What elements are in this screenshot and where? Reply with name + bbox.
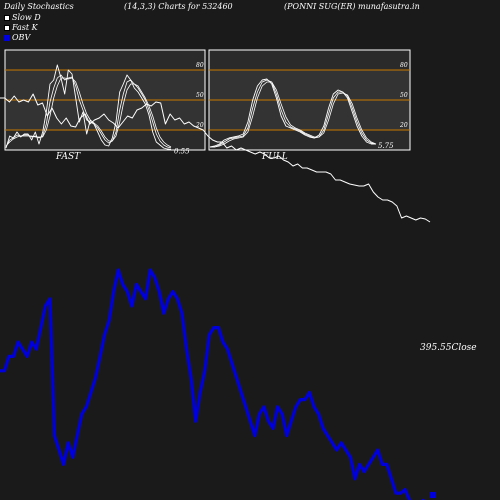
fast-tick-label-20: 20 [195, 122, 204, 129]
full-tick-label-80: 80 [400, 62, 408, 69]
legend-swatch [4, 14, 10, 21]
full-last-value-label: 5.75 [378, 142, 394, 150]
fast-tick-label-80: 80 [196, 62, 204, 69]
obv-end-marker [430, 492, 436, 498]
fast-series-1 [5, 64, 172, 150]
chart-title: Daily Stochastics [4, 2, 74, 11]
legend-label: Fast K [12, 23, 38, 32]
legend-slow-d: Slow D [4, 13, 41, 22]
chart-source: (PONNI SUG(ER) munafasutra.in [284, 2, 420, 11]
fast-last-value-label: 0.55 [174, 148, 190, 156]
obv-line [0, 268, 426, 500]
fast-tick-label-50: 50 [196, 92, 204, 99]
full-series-2 [210, 79, 377, 148]
legend-fast-k: Fast K [4, 23, 38, 32]
full-series-1 [209, 78, 376, 148]
legend-obv: OBV [4, 33, 30, 42]
legend-label: OBV [12, 33, 31, 42]
full-tick-label-20: 20 [399, 122, 408, 129]
legend-label: Slow D [12, 13, 41, 22]
full-tick-label-50: 50 [400, 92, 408, 99]
close-price-line [0, 93, 431, 223]
close-value-label: 395.55Close [420, 343, 477, 353]
legend-swatch [4, 24, 10, 31]
full-series-3 [210, 81, 377, 148]
chart-subtitle: (14,3,3) Charts for 532460 [124, 2, 233, 11]
fast-series-3 [5, 77, 172, 148]
full-panel-label: FULL [262, 152, 288, 162]
fast-panel-label: FAST [56, 152, 81, 162]
legend-swatch [4, 34, 10, 41]
